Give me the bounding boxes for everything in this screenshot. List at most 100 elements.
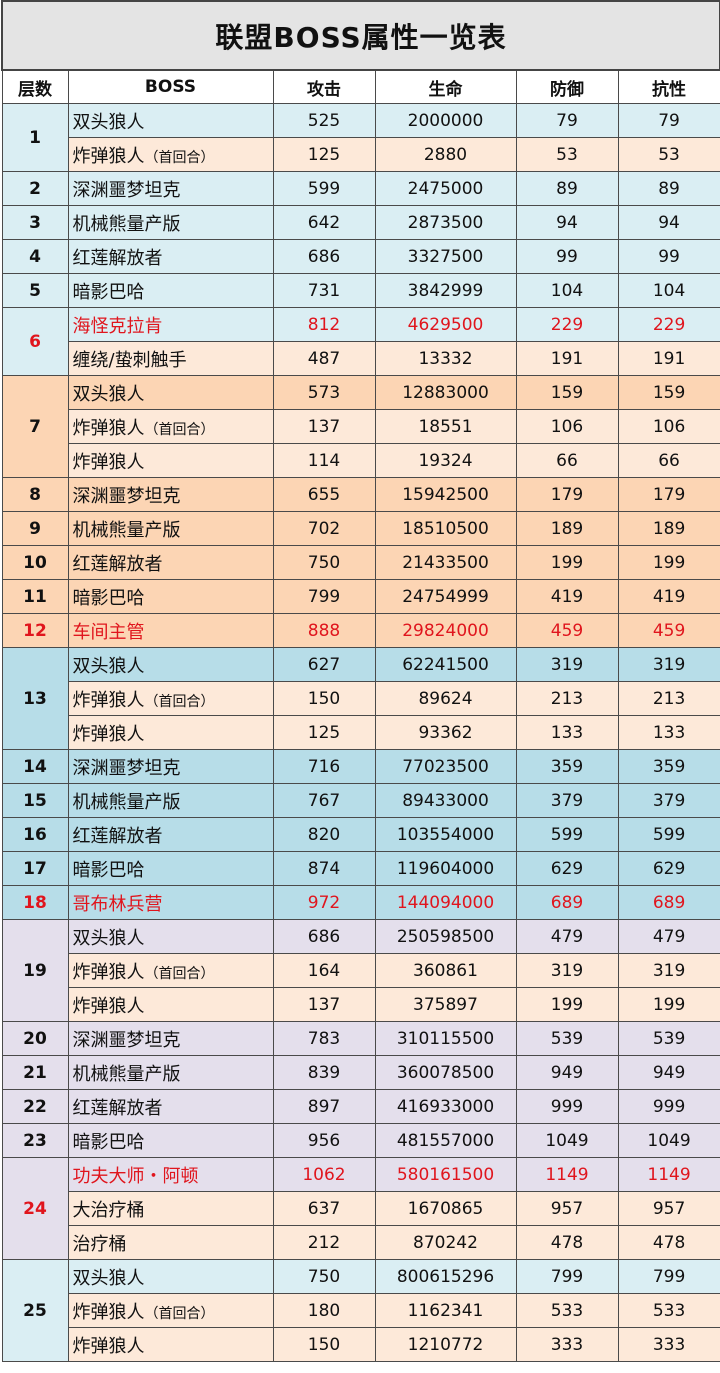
boss-name: 炸弹狼人 bbox=[72, 995, 145, 1017]
table-row: 9 机械熊量产版 702 18510500 189 189 bbox=[1, 511, 720, 546]
hp-cell: 103554000 bbox=[374, 817, 517, 852]
boss-name: 机械熊量产版 bbox=[72, 1063, 181, 1085]
boss-name-cell: 暗影巴哈 bbox=[67, 273, 274, 308]
table-row: 炸弹狼人 137 375897 199 199 bbox=[2, 987, 720, 1022]
table-row: 6 海怪克拉肯 812 4629500 229 229 bbox=[1, 307, 720, 376]
resistance-cell: 159 bbox=[617, 375, 720, 410]
boss-name-cell: 炸弹狼人 bbox=[67, 1327, 274, 1362]
table-row: 3 机械熊量产版 642 2873500 94 94 bbox=[1, 205, 720, 240]
table-row: 炸弹狼人（首回合） 164 360861 319 319 bbox=[2, 953, 720, 988]
resistance-cell: 133 bbox=[617, 715, 720, 750]
boss-name: 机械熊量产版 bbox=[72, 213, 181, 235]
table-row: 2 深渊噩梦坦克 599 2475000 89 89 bbox=[1, 171, 720, 206]
table-row: 14 深渊噩梦坦克 716 77023500 359 359 bbox=[1, 749, 720, 784]
defense-cell: 179 bbox=[515, 477, 619, 512]
hp-cell: 13332 bbox=[374, 341, 517, 376]
boss-note: （首回合） bbox=[144, 1305, 215, 1322]
boss-note: （首回合） bbox=[144, 421, 215, 438]
floor-cell: 13 bbox=[1, 647, 69, 750]
defense-cell: 53 bbox=[515, 137, 619, 172]
table-row: 7 双头狼人 573 12883000 159 159 bbox=[1, 375, 720, 478]
table-body: 1 双头狼人 525 2000000 79 79 炸弹狼人（首回合） 125 2880 53 53 2… bbox=[1, 103, 720, 1362]
table-row: 5 暗影巴哈 731 3842999 104 104 bbox=[1, 273, 720, 308]
floor-cell: 18 bbox=[1, 885, 69, 920]
boss-name-cell: 炸弹狼人 bbox=[67, 443, 274, 478]
attack-cell: 783 bbox=[272, 1021, 376, 1056]
defense-cell: 159 bbox=[515, 375, 619, 410]
boss-name: 双头狼人 bbox=[72, 111, 145, 133]
attack-cell: 150 bbox=[272, 1327, 376, 1362]
resistance-cell: 199 bbox=[617, 545, 720, 580]
hp-cell: 2000000 bbox=[374, 103, 517, 138]
floor-cell: 10 bbox=[1, 545, 69, 580]
boss-name-cell: 炸弹狼人（首回合） bbox=[67, 953, 274, 988]
floor-cell: 6 bbox=[1, 307, 69, 376]
defense-cell: 133 bbox=[515, 715, 619, 750]
attack-cell: 627 bbox=[272, 647, 376, 682]
floor-cell: 19 bbox=[1, 919, 69, 1022]
defense-cell: 99 bbox=[515, 239, 619, 274]
boss-name-cell: 深渊噩梦坦克 bbox=[67, 1021, 274, 1056]
hp-cell: 2475000 bbox=[374, 171, 517, 206]
hp-cell: 18510500 bbox=[374, 511, 517, 546]
boss-name: 红莲解放者 bbox=[72, 825, 163, 847]
attack-cell: 637 bbox=[272, 1191, 376, 1226]
attack-cell: 972 bbox=[272, 885, 376, 920]
table-row: 15 机械熊量产版 767 89433000 379 379 bbox=[1, 783, 720, 818]
resistance-cell: 319 bbox=[617, 953, 720, 988]
boss-note: （首回合） bbox=[144, 149, 215, 166]
resistance-cell: 999 bbox=[617, 1089, 720, 1124]
defense-cell: 799 bbox=[515, 1259, 619, 1294]
floor-cell: 7 bbox=[1, 375, 69, 478]
resistance-cell: 106 bbox=[617, 409, 720, 444]
hp-cell: 77023500 bbox=[374, 749, 517, 784]
hp-cell: 1210772 bbox=[374, 1327, 517, 1362]
boss-name-cell: 缠绕/蛰刺触手 bbox=[67, 341, 274, 376]
attack-cell: 164 bbox=[272, 953, 376, 988]
boss-name: 红莲解放者 bbox=[72, 553, 163, 575]
boss-name: 双头狼人 bbox=[72, 383, 145, 405]
boss-name-cell: 红莲解放者 bbox=[67, 817, 274, 852]
attack-cell: 150 bbox=[272, 681, 376, 716]
boss-name-cell: 机械熊量产版 bbox=[67, 783, 274, 818]
resistance-cell: 89 bbox=[617, 171, 720, 206]
defense-cell: 66 bbox=[515, 443, 619, 478]
boss-name: 暗影巴哈 bbox=[72, 859, 145, 881]
attack-cell: 212 bbox=[272, 1225, 376, 1260]
defense-cell: 949 bbox=[515, 1055, 619, 1090]
defense-cell: 1049 bbox=[515, 1123, 619, 1158]
defense-cell: 319 bbox=[515, 647, 619, 682]
attack-cell: 874 bbox=[272, 851, 376, 886]
resistance-cell: 319 bbox=[617, 647, 720, 682]
defense-cell: 1149 bbox=[515, 1157, 619, 1192]
resistance-cell: 629 bbox=[617, 851, 720, 886]
hp-cell: 416933000 bbox=[374, 1089, 517, 1124]
defense-cell: 213 bbox=[515, 681, 619, 716]
table-row: 大治疗桶 637 1670865 957 957 bbox=[2, 1191, 720, 1226]
boss-name: 炸弹狼人 bbox=[72, 451, 145, 473]
hp-cell: 360861 bbox=[374, 953, 517, 988]
attack-cell: 839 bbox=[272, 1055, 376, 1090]
floor-cell: 20 bbox=[1, 1021, 69, 1056]
boss-name-cell: 海怪克拉肯 bbox=[67, 307, 274, 342]
attack-cell: 731 bbox=[272, 273, 376, 308]
boss-name: 机械熊量产版 bbox=[72, 519, 181, 541]
boss-name-cell: 哥布林兵营 bbox=[67, 885, 274, 920]
defense-cell: 333 bbox=[515, 1327, 619, 1362]
table-row: 16 红莲解放者 820 103554000 599 599 bbox=[1, 817, 720, 852]
boss-name: 哥布林兵营 bbox=[72, 893, 163, 915]
attack-cell: 125 bbox=[272, 137, 376, 172]
boss-note: （首回合） bbox=[144, 965, 215, 982]
boss-name-cell: 机械熊量产版 bbox=[67, 1055, 274, 1090]
attack-cell: 812 bbox=[272, 307, 376, 342]
boss-name: 缠绕/蛰刺触手 bbox=[72, 349, 187, 371]
attack-cell: 750 bbox=[272, 545, 376, 580]
defense-cell: 319 bbox=[515, 953, 619, 988]
floor-cell: 2 bbox=[1, 171, 69, 206]
defense-cell: 199 bbox=[515, 987, 619, 1022]
attack-cell: 642 bbox=[272, 205, 376, 240]
table-row: 8 深渊噩梦坦克 655 15942500 179 179 bbox=[1, 477, 720, 512]
defense-cell: 533 bbox=[515, 1293, 619, 1328]
boss-name-cell: 机械熊量产版 bbox=[67, 511, 274, 546]
boss-name-cell: 双头狼人 bbox=[67, 919, 274, 954]
